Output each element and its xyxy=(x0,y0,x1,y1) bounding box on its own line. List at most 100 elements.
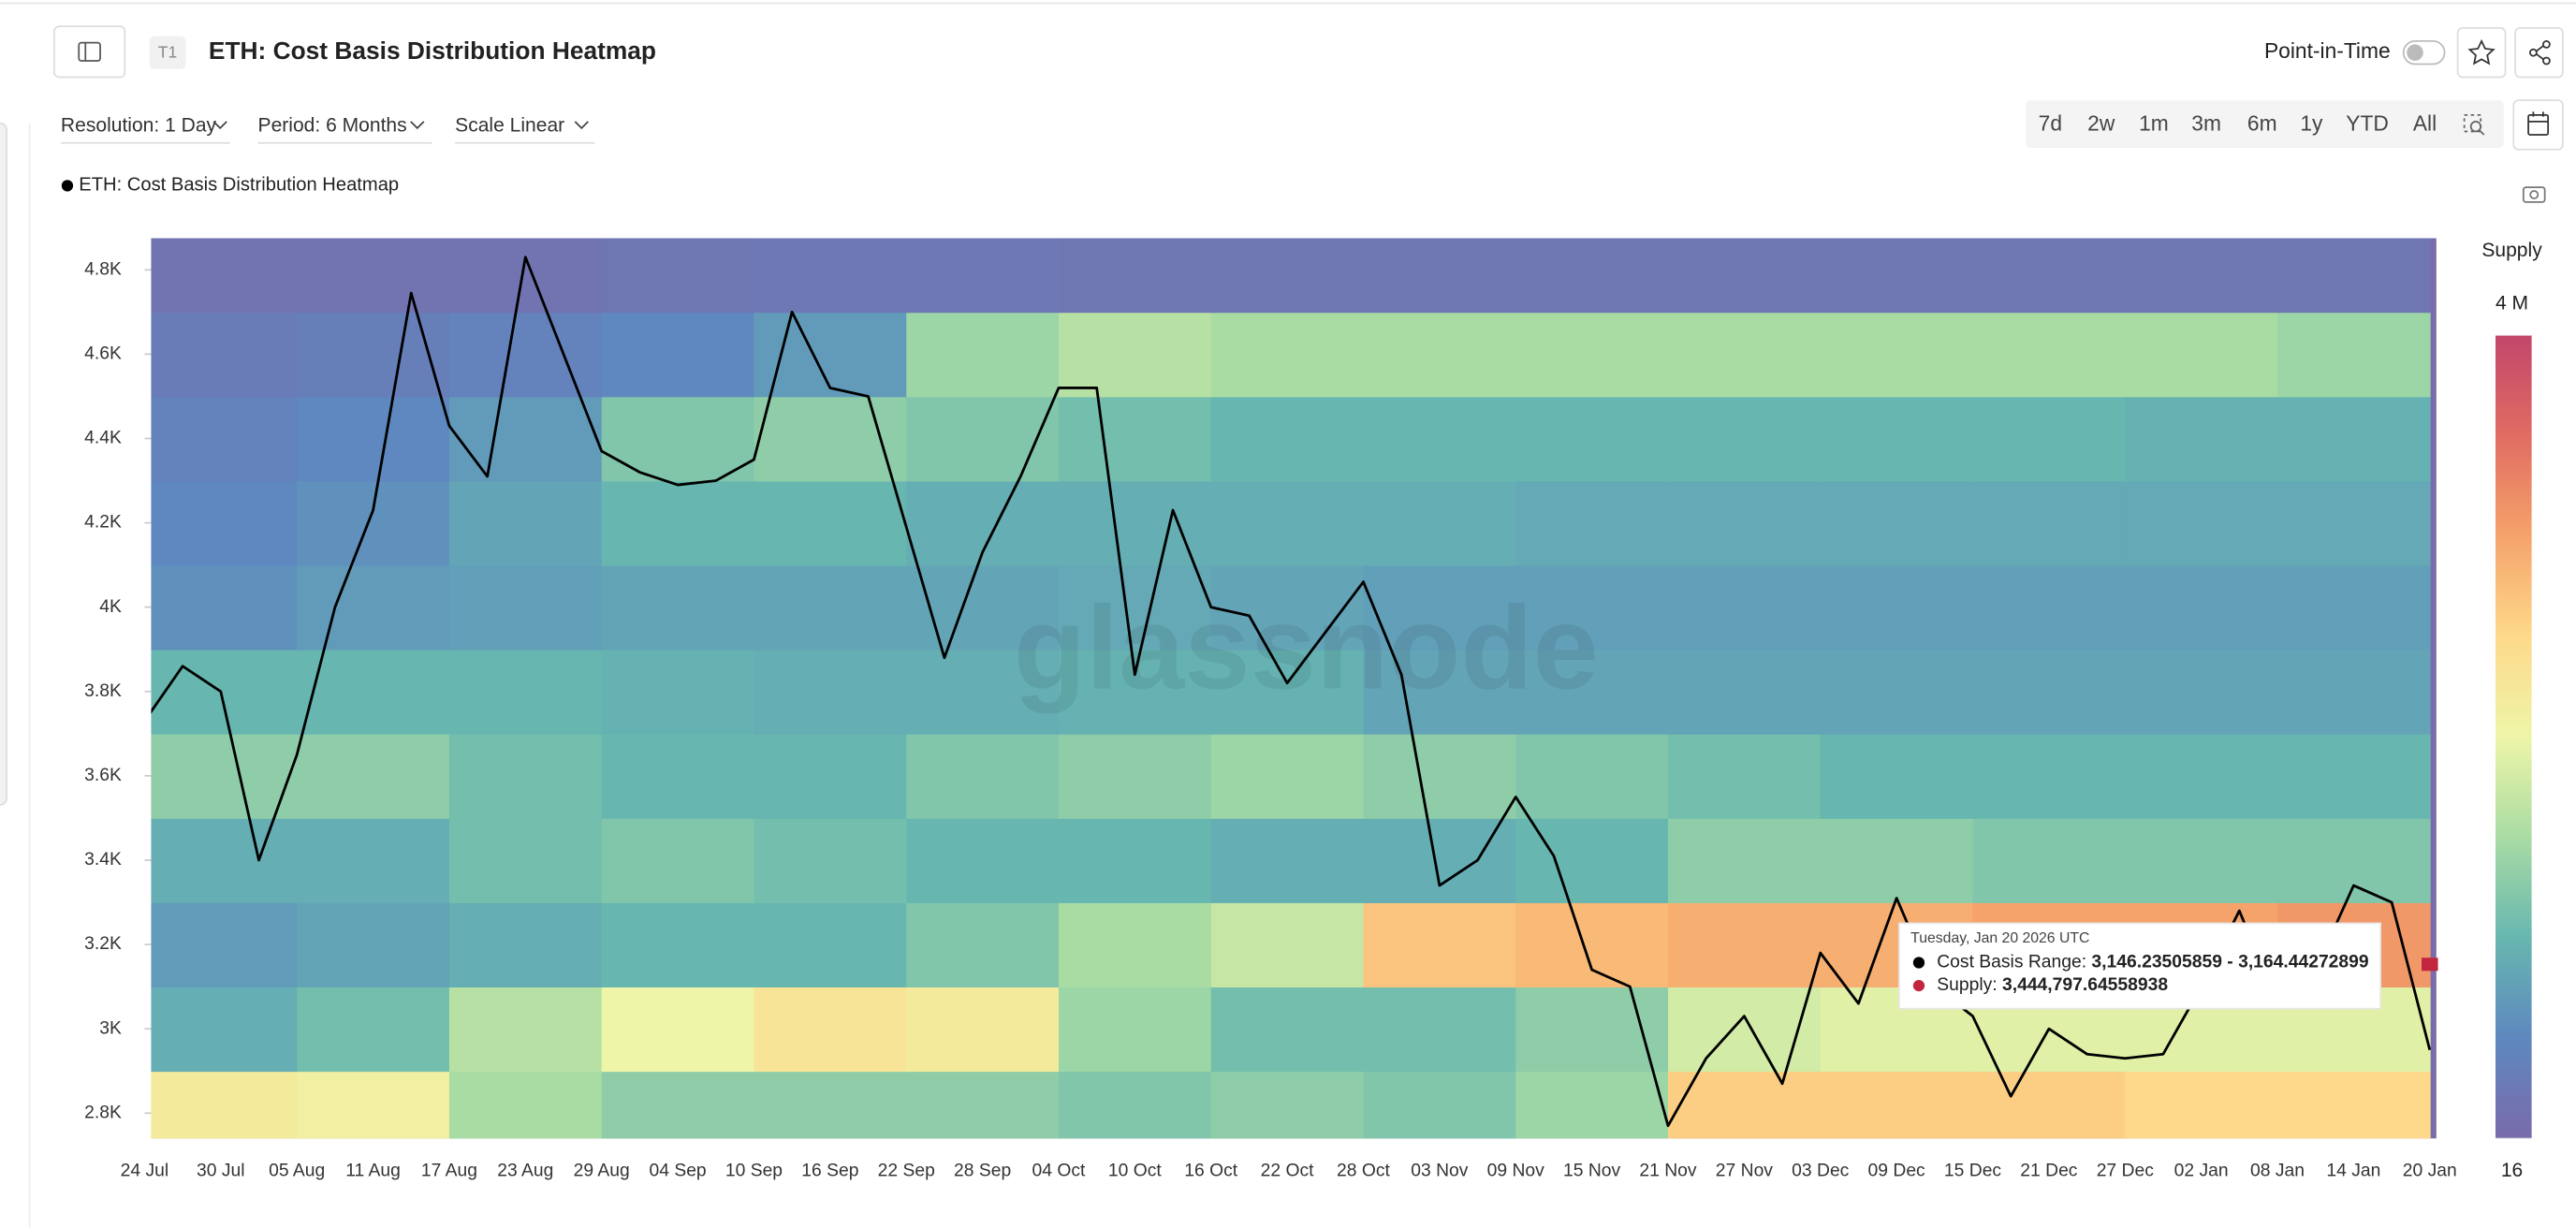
range-button[interactable]: 6m xyxy=(2247,110,2277,135)
heatmap-cell xyxy=(1058,902,1212,988)
tooltip-supply-label: Supply: xyxy=(1937,975,1997,995)
x-tick-label: 04 Sep xyxy=(650,1162,707,1181)
range-button[interactable]: All xyxy=(2413,110,2437,135)
heatmap-cell xyxy=(1210,649,1365,735)
y-tick-label: 2.8K xyxy=(84,1103,122,1122)
heatmap-cell xyxy=(1210,396,1365,482)
heatmap-cell xyxy=(1058,396,1212,482)
share-icon xyxy=(2528,40,2551,66)
heatmap-cell xyxy=(754,987,908,1073)
heatmap-cell xyxy=(1363,733,1517,819)
share-button[interactable] xyxy=(2514,26,2564,79)
heatmap-cell xyxy=(601,564,755,651)
heatmap-cell xyxy=(1820,817,1974,903)
heatmap-cell xyxy=(1668,733,1822,819)
heatmap-cell xyxy=(601,817,755,903)
chevron xyxy=(574,121,589,130)
heatmap-cell xyxy=(1515,817,1669,903)
price-line xyxy=(151,256,2432,1128)
heatmap-cell xyxy=(1363,817,1517,903)
heatmap-cell xyxy=(754,564,908,651)
x-tick-label: 21 Dec xyxy=(2020,1162,2077,1181)
heatmap-cell xyxy=(1972,564,2127,651)
x-tick-label: 02 Jan xyxy=(2174,1162,2229,1181)
heatmap-cell xyxy=(1668,312,1822,398)
x-tick-label: 22 Sep xyxy=(878,1162,935,1181)
heatmap-cell xyxy=(297,396,450,482)
range-button[interactable]: 3m xyxy=(2191,110,2221,135)
heatmap-cell xyxy=(2277,238,2431,314)
sidebar-icon xyxy=(78,41,101,62)
heatmap-cell xyxy=(1058,649,1212,735)
tooltip-supply-value: 3,444,797.64558938 xyxy=(2002,975,2168,995)
x-tick-label: 17 Aug xyxy=(421,1162,477,1181)
heatmap-cell xyxy=(297,902,450,988)
heatmap-cell xyxy=(1210,238,1365,314)
heatmap-cell xyxy=(448,480,603,566)
heatmap-cell xyxy=(1515,312,1669,398)
x-tick-label: 08 Jan xyxy=(2250,1162,2305,1181)
range-button[interactable]: YTD xyxy=(2346,110,2389,135)
heatmap-cell xyxy=(906,396,1060,482)
heatmap-cell xyxy=(754,902,908,988)
camera-icon[interactable] xyxy=(2522,186,2546,203)
x-tick-label: 20 Jan xyxy=(2403,1162,2457,1181)
heatmap-cell xyxy=(1210,987,1365,1073)
sidebar-toggle[interactable] xyxy=(53,25,126,79)
x-tick-label: 27 Nov xyxy=(1716,1162,1773,1181)
range-button[interactable]: 1y xyxy=(2300,110,2323,135)
range-button[interactable]: 2w xyxy=(2087,110,2115,135)
heatmap-cell xyxy=(151,480,299,566)
range-button[interactable]: 1m xyxy=(2139,110,2169,135)
legend-dot xyxy=(61,180,74,192)
tooltip-date: Tuesday, Jan 20 2026 UTC xyxy=(1910,930,2089,946)
y-tick-label: 4.2K xyxy=(84,513,122,533)
heatmap-cell xyxy=(1210,480,1365,566)
tooltip-dot xyxy=(1912,957,1925,969)
heatmap-cell xyxy=(906,902,1060,988)
favorite-button[interactable] xyxy=(2456,26,2507,79)
heatmap-cell xyxy=(1972,396,2127,482)
heatmap-cell xyxy=(1820,1071,1974,1139)
heatmap-cell xyxy=(151,1071,299,1139)
heatmap-cell xyxy=(151,817,299,903)
heatmap-cell xyxy=(906,649,1060,735)
heatmap-cell xyxy=(1820,312,1974,398)
hover-cell xyxy=(2422,958,2438,972)
y-tick-label: 4.8K xyxy=(84,259,122,279)
axes: 2.8K 3K 3.2K 3.4K 3.6K 3.8K 4K 4.2K 4.4K 4.6K 4.8K… xyxy=(84,259,2457,1180)
heatmap-cell xyxy=(1210,817,1365,903)
x-tick-label: 28 Oct xyxy=(1337,1162,1390,1181)
toolbar: Resolution: 1 Day Period: 6 Months Scale… xyxy=(61,115,595,144)
resolution-select[interactable]: Resolution: 1 Day xyxy=(61,115,217,137)
heatmap-cell xyxy=(1363,1071,1517,1139)
heatmap-cell xyxy=(2277,480,2431,566)
heatmap-cell xyxy=(754,817,908,903)
heatmap-cell xyxy=(754,733,908,819)
heatmap-cell xyxy=(1363,480,1517,566)
heatmap-cell xyxy=(1668,987,1822,1073)
y-tick-label: 3.6K xyxy=(84,766,122,785)
heatmap-cell xyxy=(2125,564,2278,651)
heatmap-cell xyxy=(297,817,450,903)
calendar-button[interactable] xyxy=(2512,99,2564,151)
heatmap-cell xyxy=(1668,817,1822,903)
colorbar-tick-label: 4 M xyxy=(2496,292,2528,314)
range-buttons: 7d 2w 1m 3m 6m 1y YTD All xyxy=(2039,110,2437,135)
badge: T1 xyxy=(158,43,177,62)
range-button[interactable]: 7d xyxy=(2039,110,2062,135)
tooltip-supply: Supply: 3,444,797.64558938 xyxy=(1937,975,2168,995)
zoom-icon[interactable] xyxy=(2463,114,2485,136)
heatmap-cell xyxy=(297,480,450,566)
heatmap-cell xyxy=(906,238,1060,314)
heatmap-cell xyxy=(1058,564,1212,651)
y-tick-label: 3K xyxy=(99,1018,122,1038)
heatmap-cell xyxy=(1972,312,2127,398)
heatmap-cell xyxy=(1515,649,1669,735)
scale-select[interactable]: Scale Linear xyxy=(455,115,564,137)
x-tick-label: 29 Aug xyxy=(574,1162,630,1181)
heatmap-cell xyxy=(906,564,1060,651)
tooltip-range-value: 3,146.23505859 - 3,164.44272899 xyxy=(2091,953,2368,972)
period-select[interactable]: Period: 6 Months xyxy=(258,115,407,137)
